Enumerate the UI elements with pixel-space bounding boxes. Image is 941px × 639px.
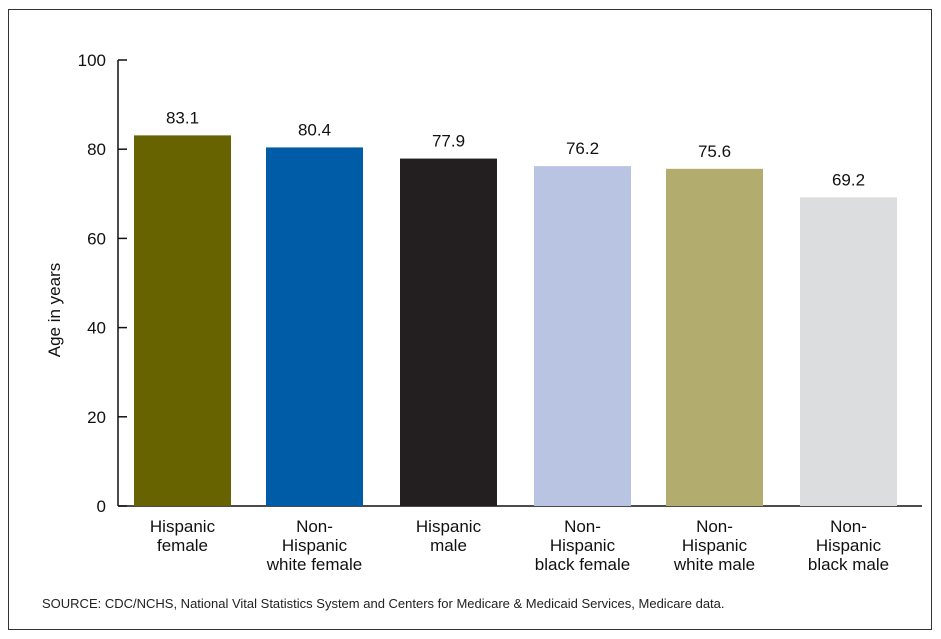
bar-value-label: 83.1 [166, 108, 199, 127]
y-axis-title: Age in years [45, 263, 64, 358]
category-label: Hispanic [682, 536, 748, 555]
bar-value-label: 75.6 [698, 142, 731, 161]
value-labels-group: 83.1 80.4 77.9 76.2 75.6 69.2 [166, 108, 865, 189]
category-label: Hispanic [416, 517, 482, 536]
y-tick-label: 60 [87, 229, 106, 248]
category-label: Hispanic [150, 517, 216, 536]
category-label: white male [673, 555, 755, 574]
bars-group [134, 135, 897, 507]
bar [666, 168, 763, 506]
bar [534, 166, 631, 506]
category-label: Hispanic [282, 536, 348, 555]
bar-value-label: 77.9 [432, 132, 465, 151]
bar [400, 158, 497, 507]
category-label: black female [535, 555, 630, 574]
bar-value-label: 80.4 [298, 120, 331, 139]
category-label: Non- [830, 517, 867, 536]
y-tick-label: 0 [97, 497, 106, 516]
bar-value-label: 76.2 [566, 139, 599, 158]
bar [800, 197, 897, 507]
y-tick-label: 40 [87, 319, 106, 338]
category-label: Non- [296, 517, 333, 536]
category-label: Non- [564, 517, 601, 536]
category-label: black male [808, 555, 889, 574]
category-label: female [157, 536, 208, 555]
bar [134, 135, 231, 506]
bar [266, 147, 363, 506]
y-tick-label: 80 [87, 140, 106, 159]
y-axis: 0 20 40 60 80 100 [78, 51, 922, 516]
y-tick-label: 100 [78, 51, 106, 70]
category-label: Non- [696, 517, 733, 536]
y-tick-label: 20 [87, 408, 106, 427]
category-label: Hispanic [550, 536, 616, 555]
bar-value-label: 69.2 [832, 170, 865, 189]
category-label: Hispanic [816, 536, 882, 555]
category-label: white female [266, 555, 362, 574]
source-note: SOURCE: CDC/NCHS, National Vital Statist… [42, 596, 725, 611]
category-label: male [430, 536, 467, 555]
